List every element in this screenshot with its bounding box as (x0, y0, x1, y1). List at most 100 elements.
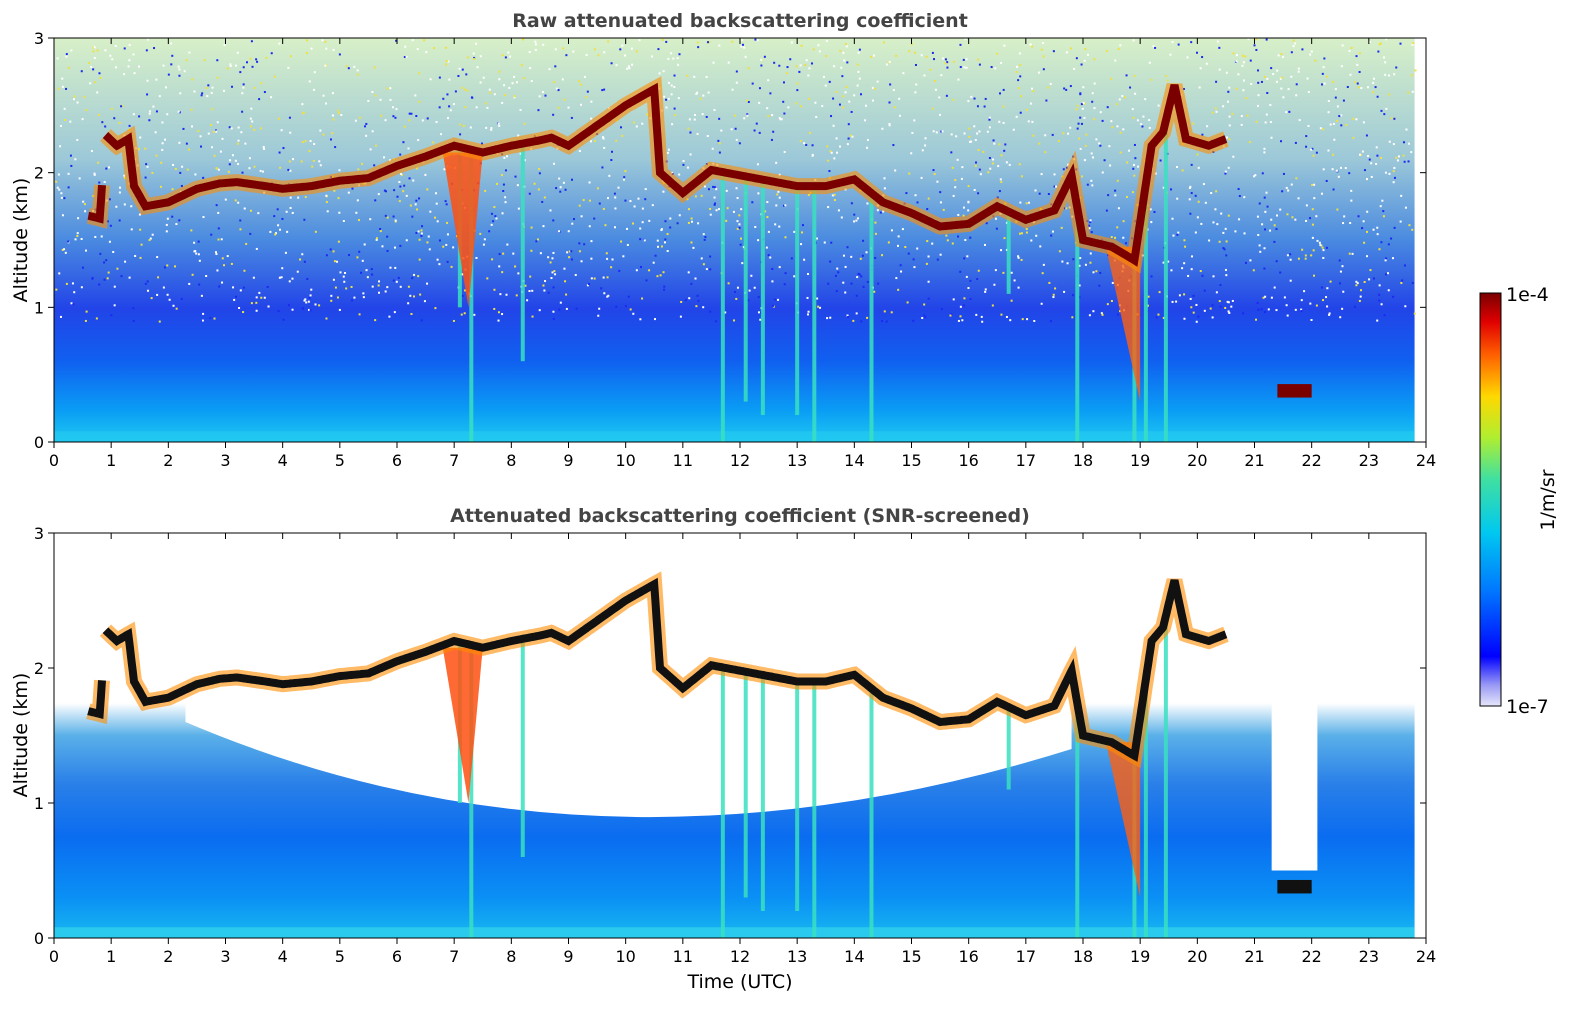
noise-speck (605, 252, 608, 255)
noise-speck (270, 52, 273, 55)
noise-speck (1370, 175, 1373, 178)
noise-speck (305, 301, 308, 304)
noise-speck (105, 167, 108, 170)
noise-speck (845, 45, 848, 48)
noise-speck (120, 105, 123, 108)
noise-speck (1328, 312, 1331, 315)
noise-speck (163, 266, 166, 269)
noise-speck (421, 225, 424, 228)
noise-speck (709, 207, 712, 210)
noise-speck (864, 104, 867, 107)
noise-speck (1052, 296, 1055, 299)
noise-speck (1372, 277, 1375, 280)
noise-speck (57, 173, 60, 176)
noise-speck (811, 144, 814, 147)
noise-speck (74, 238, 77, 241)
noise-speck (418, 238, 421, 241)
noise-speck (1396, 159, 1399, 162)
noise-speck (1382, 215, 1385, 218)
noise-speck (185, 142, 188, 145)
noise-speck (978, 168, 981, 171)
noise-speck (705, 75, 708, 78)
noise-speck (855, 312, 858, 315)
noise-speck (242, 86, 245, 89)
noise-speck (1214, 208, 1217, 211)
noise-speck (64, 118, 67, 121)
noise-speck (864, 119, 867, 122)
noise-speck (379, 230, 382, 233)
noise-speck (772, 130, 775, 133)
noise-speck (679, 315, 682, 318)
noise-speck (471, 96, 474, 99)
noise-speck (968, 127, 971, 130)
noise-speck (833, 198, 836, 201)
noise-speck (262, 147, 265, 150)
noise-speck (892, 89, 895, 92)
noise-speck (1279, 208, 1282, 211)
noise-speck (1078, 137, 1081, 140)
noise-speck (1124, 242, 1127, 245)
noise-speck (394, 246, 397, 249)
noise-speck (1106, 303, 1109, 306)
noise-speck (374, 199, 377, 202)
noise-speck (523, 77, 526, 80)
noise-speck (351, 187, 354, 190)
noise-speck (872, 54, 875, 57)
noise-speck (391, 106, 394, 109)
noise-speck (778, 266, 781, 269)
noise-speck (713, 196, 716, 199)
noise-speck (171, 188, 174, 191)
noise-speck (1010, 299, 1013, 302)
noise-speck (1254, 174, 1257, 177)
noise-speck (686, 74, 689, 77)
noise-speck (493, 288, 496, 291)
panel-screened-xlabel: Time (UTC) (686, 971, 792, 993)
noise-speck (571, 178, 574, 181)
noise-speck (337, 240, 340, 243)
noise-speck (200, 94, 203, 97)
noise-speck (848, 100, 851, 103)
noise-speck (921, 316, 924, 319)
noise-speck (709, 268, 712, 271)
noise-speck (332, 278, 335, 281)
noise-speck (178, 141, 181, 144)
noise-speck (1067, 132, 1070, 135)
noise-speck (1021, 318, 1024, 321)
noise-speck (287, 66, 290, 69)
noise-speck (534, 43, 537, 46)
noise-speck (633, 121, 636, 124)
noise-speck (954, 179, 957, 182)
noise-speck (1263, 147, 1266, 150)
noise-speck (1370, 162, 1373, 165)
noise-speck (1304, 254, 1307, 257)
noise-speck (73, 291, 76, 294)
noise-speck (340, 113, 343, 116)
noise-speck (1387, 272, 1390, 275)
noise-speck (445, 243, 448, 246)
noise-speck (377, 284, 380, 287)
noise-speck (255, 309, 258, 312)
noise-speck (1280, 87, 1283, 90)
noise-speck (70, 164, 73, 167)
noise-speck (259, 169, 262, 172)
noise-speck (386, 216, 389, 219)
noise-speck (1216, 223, 1219, 226)
noise-speck (1319, 127, 1322, 130)
noise-speck (1080, 122, 1083, 125)
noise-speck (529, 67, 532, 70)
noise-speck (513, 95, 516, 98)
noise-speck (211, 108, 214, 111)
noise-speck (637, 197, 640, 200)
noise-speck (562, 47, 565, 50)
noise-speck (1381, 199, 1384, 202)
noise-speck (1079, 116, 1082, 119)
noise-speck (805, 143, 808, 146)
noise-speck (858, 48, 861, 51)
noise-speck (1210, 192, 1213, 195)
noise-speck (165, 230, 168, 233)
noise-speck (779, 118, 782, 121)
noise-speck (475, 42, 478, 45)
noise-speck (697, 46, 700, 49)
noise-speck (753, 129, 756, 132)
noise-speck (213, 154, 216, 157)
